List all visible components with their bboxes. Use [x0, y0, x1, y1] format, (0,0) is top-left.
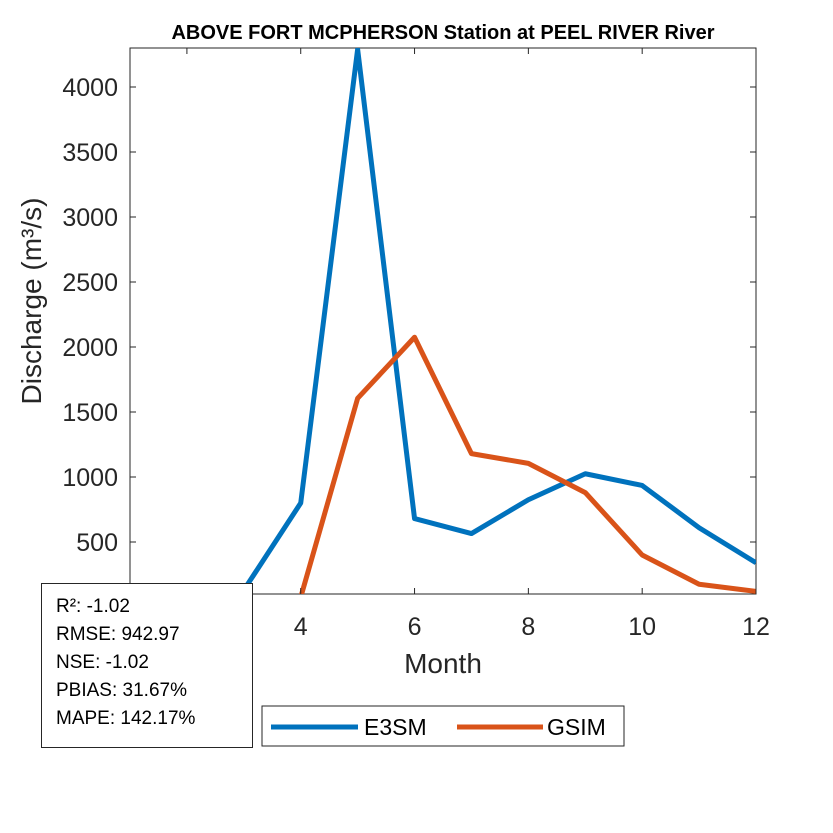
legend: E3SM GSIM — [261, 705, 625, 747]
y-tick-label: 2500 — [62, 269, 118, 297]
x-tick-label: 10 — [628, 613, 656, 641]
stats-box: R²: -1.02 RMSE: 942.97 NSE: -1.02 PBIAS:… — [41, 583, 253, 748]
axes-box — [129, 47, 757, 595]
y-tick-label: 3500 — [62, 139, 118, 167]
y-tick-label: 4000 — [62, 74, 118, 102]
stat-r2: R²: -1.02 — [56, 596, 130, 617]
x-tick-label: 12 — [742, 613, 770, 641]
y-tick-label: 2000 — [62, 334, 118, 362]
stat-mape: MAPE: 142.17% — [56, 708, 196, 729]
stat-pbias: PBIAS: 31.67% — [56, 680, 187, 701]
x-tick-label: 6 — [408, 613, 422, 641]
y-tick-label: 1500 — [62, 399, 118, 427]
y-tick-label: 3000 — [62, 204, 118, 232]
stat-nse: NSE: -1.02 — [56, 652, 149, 673]
y-tick-label: 1000 — [62, 464, 118, 492]
legend-label-e3sm: E3SM — [364, 714, 427, 740]
series-line-e3sm — [130, 48, 756, 594]
legend-label-gsim: GSIM — [547, 714, 606, 740]
chart-title: ABOVE FORT MCPHERSON Station at PEEL RIV… — [171, 22, 714, 44]
x-axis-label: Month — [404, 648, 482, 679]
x-tick-label: 4 — [294, 613, 308, 641]
stat-rmse: RMSE: 942.97 — [56, 624, 180, 645]
y-axis-label: Discharge (m³/s) — [16, 198, 47, 405]
x-tick-label: 8 — [521, 613, 535, 641]
y-tick-label: 500 — [76, 529, 118, 557]
series-line-gsim — [299, 334, 756, 594]
